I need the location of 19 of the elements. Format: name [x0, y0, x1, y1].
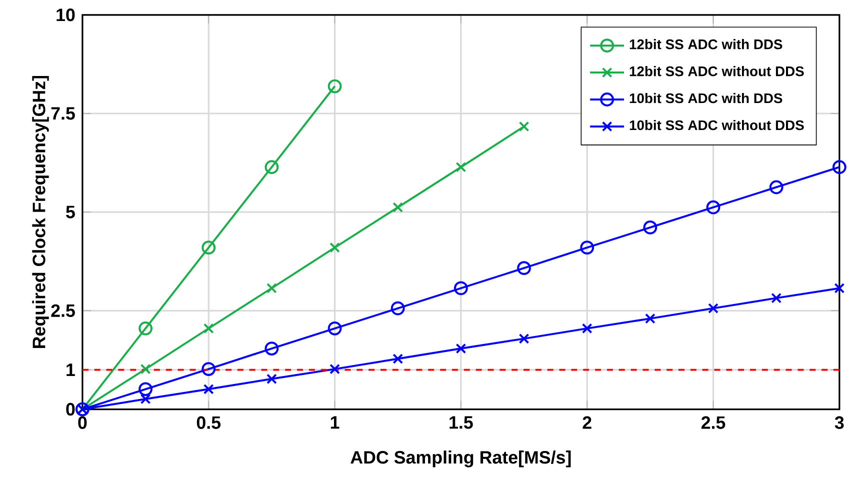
x-tick-label: 2.5 [701, 416, 726, 430]
y-tick-label: 2.5 [51, 304, 75, 318]
y-tick-label: 1 [66, 364, 75, 376]
legend-label: 12bit SS ADC with DDS [630, 39, 782, 50]
x-tick-label: 3 [834, 416, 844, 430]
x-tick-label: 0.5 [196, 416, 221, 430]
x-tick-label: 0 [78, 416, 87, 430]
x-tick-label: 1.5 [450, 416, 473, 429]
legend-label: 10bit SS ADC without DDS [630, 120, 804, 130]
y-tick-label: 10 [56, 8, 75, 22]
legend-label: 10bit SS ADC with DDS [630, 93, 782, 104]
y-tick-label: 7.5 [51, 107, 75, 120]
y-axis-title: Required Clock Frequency[GHz] [32, 76, 49, 348]
legend-label: 12bit SS ADC without DDS [630, 66, 804, 76]
x-tick-label: 1 [330, 416, 340, 429]
x-tick-label: 2 [582, 416, 592, 429]
x-axis-title: ADC Sampling Rate[MS/s] [350, 450, 571, 468]
y-tick-label: 0 [66, 403, 75, 416]
y-tick-label: 5 [66, 206, 75, 218]
